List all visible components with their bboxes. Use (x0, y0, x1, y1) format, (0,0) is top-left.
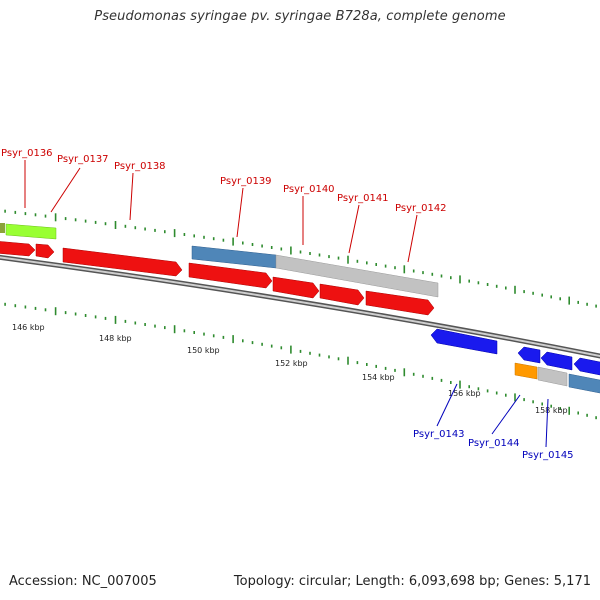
gene-arrow-red-5[interactable] (272, 276, 320, 299)
gene-arrow-blue-2[interactable] (517, 346, 541, 364)
label-psyr-0145[interactable]: Psyr_0145 (522, 450, 574, 461)
gene-arrow-blue-1[interactable] (430, 328, 498, 355)
gene-arrow-gray-2[interactable] (537, 366, 568, 387)
scale-label-152: 152 kbp (275, 359, 308, 368)
label-psyr-0137[interactable]: Psyr_0137 (57, 154, 109, 165)
lower-tick-row (4, 302, 597, 420)
leader-psyr-0137 (50, 167, 81, 213)
gene-arrow-steel[interactable] (191, 245, 277, 269)
scale-label-group: 146 kbp 148 kbp 150 kbp 152 kbp 154 kbp … (12, 323, 568, 415)
gene-arrow-gray[interactable] (275, 254, 439, 298)
upper-tick-row (4, 209, 597, 308)
scale-label-150: 150 kbp (187, 346, 220, 355)
label-psyr-0138[interactable]: Psyr_0138 (114, 161, 166, 172)
accession-text: Accession: NC_007005 (9, 574, 157, 589)
map-title: Pseudomonas syringae pv. syringae B728a,… (94, 9, 506, 24)
scale-label-158: 158 kbp (535, 406, 568, 415)
topology-text: Topology: circular; Length: 6,093,698 bp… (233, 574, 591, 589)
gene-arrow-blue-4[interactable] (573, 357, 600, 376)
gene-arrow-red-7[interactable] (365, 290, 435, 316)
lower-leader-lines (436, 383, 549, 448)
label-psyr-0144[interactable]: Psyr_0144 (468, 438, 520, 449)
gene-arrow-red-4[interactable] (188, 262, 273, 289)
leader-psyr-0142 (407, 214, 418, 263)
gene-arrow-orange[interactable] (514, 362, 538, 380)
reverse-genes (430, 328, 600, 394)
gene-arrow-red-1[interactable] (0, 241, 36, 257)
leader-psyr-0139 (236, 187, 244, 238)
scale-label-156: 156 kbp (448, 389, 481, 398)
label-psyr-0141[interactable]: Psyr_0141 (337, 193, 389, 204)
leader-psyr-0143 (436, 383, 458, 427)
gene-arrow-green[interactable] (5, 223, 57, 240)
gene-arrow-steel-2[interactable] (568, 373, 600, 394)
gene-arrow-red-6[interactable] (319, 283, 365, 306)
upper-gene-labels: Psyr_0136 Psyr_0137 Psyr_0138 Psyr_0139 … (1, 148, 447, 214)
scale-label-154: 154 kbp (362, 373, 395, 382)
gene-arrow-red-2[interactable] (35, 243, 55, 259)
upper-leader-lines (24, 160, 418, 263)
leader-psyr-0145 (545, 398, 549, 448)
label-psyr-0140[interactable]: Psyr_0140 (283, 184, 335, 195)
scale-label-146: 146 kbp (12, 323, 45, 332)
label-psyr-0139[interactable]: Psyr_0139 (220, 176, 272, 187)
label-psyr-0143[interactable]: Psyr_0143 (413, 429, 465, 440)
leader-psyr-0144 (491, 394, 521, 435)
label-psyr-0136[interactable]: Psyr_0136 (1, 148, 53, 159)
gene-arrow-red-3[interactable] (62, 247, 183, 277)
genome-backbone-highlight (0, 256, 600, 358)
leader-psyr-0141 (348, 204, 360, 254)
forward-genes (0, 223, 439, 316)
label-psyr-0142[interactable]: Psyr_0142 (395, 203, 447, 214)
lower-gene-labels: Psyr_0143 Psyr_0144 Psyr_0145 (413, 429, 574, 461)
leader-psyr-0138 (129, 172, 134, 221)
gene-arrow-olive[interactable] (0, 223, 5, 233)
scale-label-148: 148 kbp (99, 334, 132, 343)
gene-arrow-blue-3[interactable] (540, 351, 573, 371)
